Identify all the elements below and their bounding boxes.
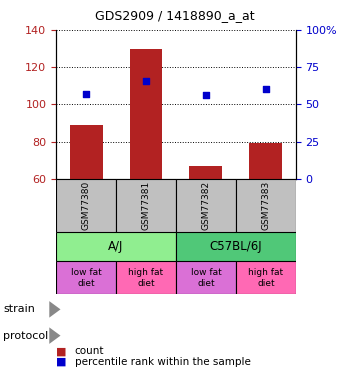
Text: high fat
diet: high fat diet bbox=[248, 268, 284, 288]
Text: high fat
diet: high fat diet bbox=[129, 268, 164, 288]
Bar bbox=[176, 232, 296, 261]
Bar bbox=[116, 179, 176, 232]
Text: strain: strain bbox=[3, 304, 35, 314]
Text: protocol: protocol bbox=[3, 331, 49, 340]
Text: GSM77381: GSM77381 bbox=[141, 180, 151, 230]
Point bbox=[203, 92, 209, 98]
Point bbox=[143, 78, 149, 84]
Text: A/J: A/J bbox=[108, 240, 124, 253]
Bar bbox=[236, 261, 296, 294]
Bar bbox=[116, 261, 176, 294]
Bar bbox=[56, 232, 176, 261]
Polygon shape bbox=[49, 327, 61, 344]
Bar bbox=[236, 179, 296, 232]
Bar bbox=[249, 143, 282, 179]
Text: percentile rank within the sample: percentile rank within the sample bbox=[75, 357, 251, 367]
Bar bbox=[176, 179, 236, 232]
Point bbox=[83, 91, 89, 97]
Text: GSM77383: GSM77383 bbox=[261, 180, 270, 230]
Text: ■: ■ bbox=[56, 357, 67, 367]
Text: low fat
diet: low fat diet bbox=[190, 268, 221, 288]
Bar bbox=[189, 166, 222, 179]
Bar bbox=[130, 49, 163, 179]
Text: low fat
diet: low fat diet bbox=[71, 268, 101, 288]
Bar bbox=[56, 261, 116, 294]
Text: GDS2909 / 1418890_a_at: GDS2909 / 1418890_a_at bbox=[95, 9, 255, 22]
Point bbox=[263, 87, 269, 93]
Text: count: count bbox=[75, 346, 104, 356]
Text: GSM77382: GSM77382 bbox=[201, 181, 210, 230]
Text: C57BL/6J: C57BL/6J bbox=[209, 240, 262, 253]
Bar bbox=[176, 261, 236, 294]
Bar bbox=[56, 179, 116, 232]
Polygon shape bbox=[49, 301, 61, 318]
Bar bbox=[70, 125, 103, 179]
Text: GSM77380: GSM77380 bbox=[82, 180, 90, 230]
Text: ■: ■ bbox=[56, 346, 67, 356]
